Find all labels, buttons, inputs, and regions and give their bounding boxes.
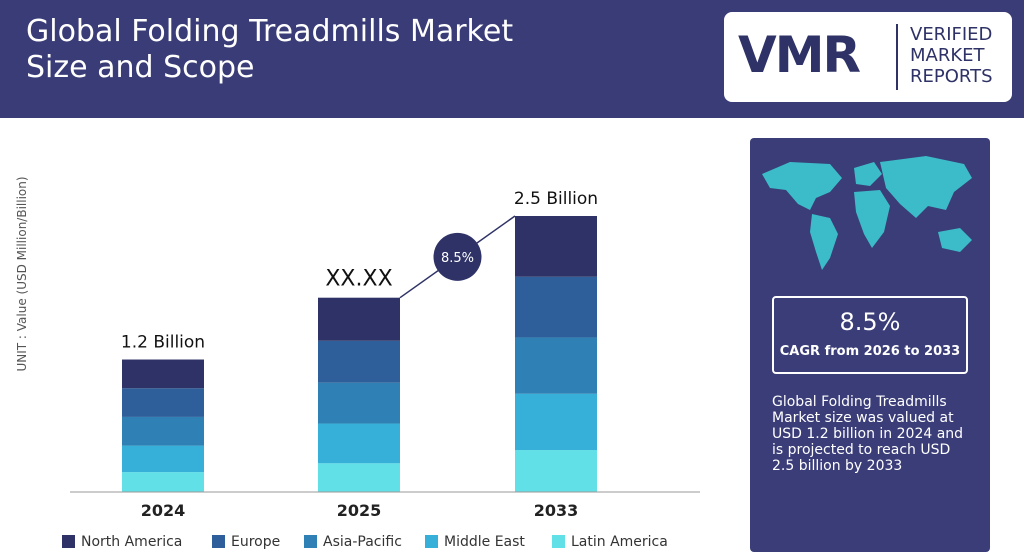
legend-swatch: [62, 535, 75, 548]
map-shape: [938, 228, 972, 252]
bar-segment: [515, 393, 597, 451]
y-axis-label: UNIT : Value (USD Million/Billion): [15, 176, 29, 371]
logo-text: VERIFIED MARKET REPORTS: [910, 24, 993, 87]
legend-label: North America: [81, 534, 182, 550]
logo-separator: [896, 24, 898, 90]
cagr-bubble: [433, 232, 482, 281]
logo-line: REPORTS: [910, 66, 993, 87]
bar-segment: [122, 416, 204, 446]
bar-segment: [318, 297, 400, 341]
bar-segment: [318, 382, 400, 424]
bar-segment: [122, 359, 204, 389]
legend-swatch: [425, 535, 438, 548]
chart: UNIT : Value (USD Million/Billion) 1.2 Bi…: [15, 176, 700, 550]
cagr-value: 8.5%: [839, 308, 901, 336]
map-shape: [854, 190, 890, 248]
bar-segment: [318, 340, 400, 383]
side-panel: 8.5% CAGR from 2026 to 2033 Global Foldi…: [750, 138, 990, 552]
logo-line: MARKET: [910, 45, 985, 66]
bar-segment: [122, 445, 204, 473]
legend-label: Middle East: [444, 534, 525, 550]
legend-label: Asia-Pacific: [323, 534, 402, 550]
total-label: XX.XX: [325, 267, 392, 292]
cagr-bubble-label: 8.5%: [441, 251, 474, 266]
x-tick-label: 2024: [141, 501, 186, 520]
legend-swatch: [304, 535, 317, 548]
bar-segment: [515, 337, 597, 394]
cagr-box: 8.5% CAGR from 2026 to 2033: [772, 296, 968, 374]
bar-segment: [515, 276, 597, 338]
title: Global Folding Treadmills Market Size an…: [26, 14, 514, 85]
total-label: 2.5 Billion: [514, 189, 598, 209]
map-shape: [762, 162, 842, 210]
description: Global Folding Treadmills Market size wa…: [772, 394, 964, 474]
total-label: 1.2 Billion: [121, 333, 205, 353]
world-map: [762, 156, 972, 270]
bar-segment: [318, 423, 400, 464]
cagr-caption: CAGR from 2026 to 2033: [779, 344, 961, 359]
map-shape: [854, 162, 882, 186]
logo: VMR VERIFIED MARKET REPORTS: [724, 12, 1012, 102]
legend-swatch: [552, 535, 565, 548]
bar-segment: [515, 216, 597, 277]
logo-line: VERIFIED: [910, 24, 993, 45]
legend-swatch: [212, 535, 225, 548]
map-shape: [880, 156, 972, 218]
bar-segment: [122, 388, 204, 417]
bar-segment: [515, 450, 597, 492]
bar-segment: [318, 463, 400, 492]
legend-label: Europe: [231, 534, 280, 550]
bar-segment: [122, 472, 204, 492]
x-tick-label: 2033: [534, 501, 579, 520]
logo-mark: VMR: [738, 26, 861, 84]
legend-label: Latin America: [571, 534, 668, 550]
header: Global Folding Treadmills Market Size an…: [0, 0, 1024, 118]
map-shape: [810, 214, 838, 270]
x-tick-label: 2025: [337, 501, 382, 520]
